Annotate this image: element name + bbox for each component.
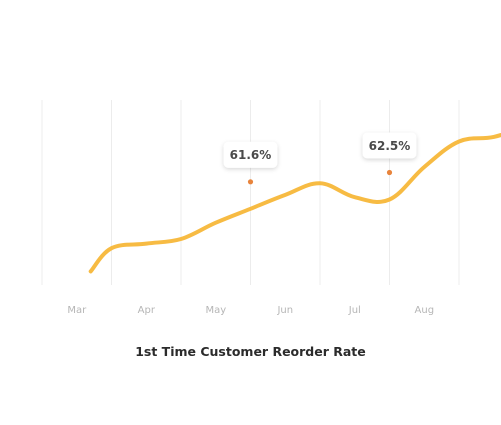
series-line	[88, 132, 501, 274]
x-tick-label: May	[205, 305, 226, 316]
x-tick-label: Aug	[415, 305, 435, 316]
x-tick-label: Jun	[276, 305, 293, 316]
x-tick-label: Jul	[348, 305, 361, 316]
x-axis: Mar Apr May Jun Jul Aug	[67, 305, 434, 316]
data-label: 61.6%	[230, 148, 272, 162]
annotation-callout: 62.5%	[362, 132, 417, 176]
vertical-gridlines	[41, 100, 460, 285]
callout-box	[223, 141, 278, 168]
callout-box	[362, 132, 417, 159]
x-tick-label: Apr	[138, 305, 156, 316]
data-point-marker	[247, 179, 254, 185]
chart-title: 1st Time Customer Reorder Rate	[135, 344, 366, 359]
series-group	[88, 132, 501, 274]
annotation-callout: 61.6%	[223, 141, 278, 185]
data-label: 62.5%	[369, 139, 411, 153]
annotation-group: 61.6%62.5%64.1%	[223, 132, 417, 185]
data-point-marker	[386, 169, 393, 176]
x-tick-label: Mar	[67, 305, 87, 316]
